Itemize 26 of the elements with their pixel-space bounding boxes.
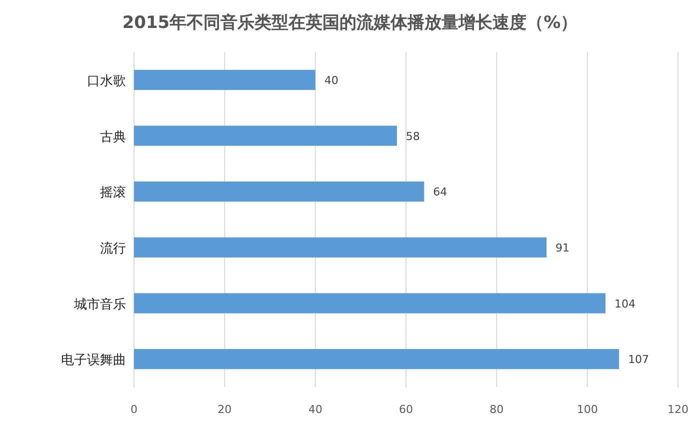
data-label: 64 (433, 186, 448, 199)
y-tick-label: 流行 (100, 240, 126, 256)
x-tick-label: 20 (218, 403, 232, 416)
chart-title: 2015年不同音乐类型在英国的流媒体播放量增长速度（%） (122, 13, 578, 33)
y-tick-label: 古典 (100, 130, 126, 145)
bar (134, 237, 547, 258)
x-tick-label: 40 (308, 403, 322, 416)
data-label: 104 (614, 297, 636, 310)
y-tick-label: 摇滚 (100, 186, 126, 201)
bar (134, 349, 620, 370)
x-tick-label: 0 (130, 403, 138, 416)
bar (134, 126, 397, 146)
x-tick-label: 100 (576, 403, 598, 416)
data-label: 107 (628, 353, 650, 366)
bar (134, 293, 606, 314)
data-label: 40 (324, 74, 338, 87)
y-tick-label: 口水歌 (87, 74, 126, 89)
x-tick-label: 120 (668, 403, 688, 416)
y-tick-label: 城市音乐 (73, 297, 126, 312)
bar (134, 70, 316, 90)
data-label: 91 (556, 241, 570, 254)
bar (134, 182, 424, 202)
x-tick-label: 80 (490, 403, 504, 416)
x-tick-label: 60 (399, 403, 413, 416)
y-tick-label: 电子误舞曲 (61, 353, 126, 368)
data-label: 58 (406, 130, 420, 143)
